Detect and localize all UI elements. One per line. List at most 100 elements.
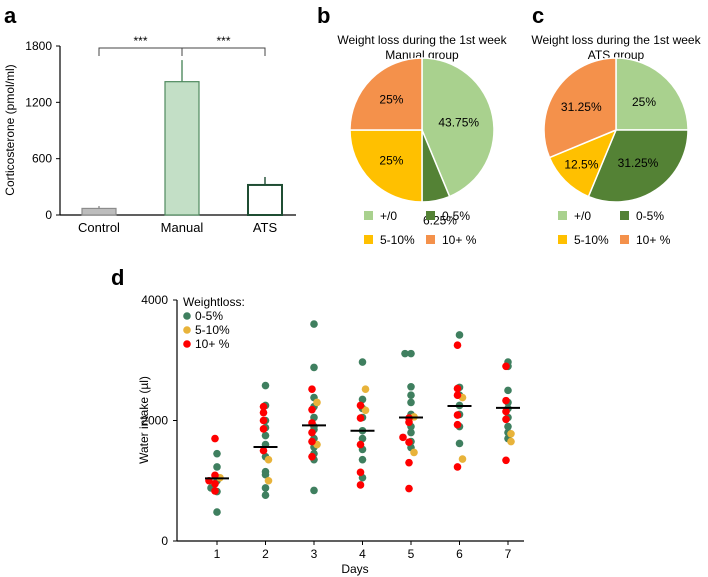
- x-tick-label-control: Control: [78, 220, 120, 235]
- data-point-10: [308, 452, 316, 461]
- slice-value-label: 31.25%: [618, 156, 659, 170]
- legend-marker: [183, 340, 191, 348]
- data-point-10: [211, 487, 219, 495]
- significance-bracket-2: [181, 47, 266, 56]
- data-point-10: [453, 391, 462, 399]
- x-axis-label: Days: [341, 562, 368, 576]
- data-point-10: [453, 420, 462, 429]
- data-point-5-10: [507, 437, 515, 446]
- data-point-0-5: [455, 439, 464, 448]
- panel-label-a: a: [4, 3, 17, 28]
- data-point-10: [453, 411, 462, 419]
- data-point-0-5: [310, 320, 318, 328]
- legend-swatch: [426, 211, 435, 220]
- slice-value-label: 12.5%: [564, 158, 598, 172]
- pie-c-subtitle: ATS group: [588, 48, 645, 62]
- data-point-0-5: [261, 491, 270, 500]
- data-point-10: [259, 446, 268, 455]
- x-tick-label: 1: [214, 547, 221, 561]
- data-point-10: [211, 479, 219, 488]
- data-point-0-5: [358, 395, 367, 404]
- y-tick-label: 1200: [25, 95, 52, 109]
- data-point-5-10: [507, 429, 515, 438]
- x-tick-label-manual: Manual: [161, 220, 204, 235]
- data-point-0-5: [261, 431, 270, 440]
- significance-label-2: ***: [216, 34, 230, 48]
- pie-b-subtitle: Manual group: [385, 48, 459, 62]
- data-point-10: [453, 341, 462, 349]
- pie-slice-0-5: [587, 129, 689, 203]
- data-point-10: [453, 463, 462, 471]
- pie-chart-manual: Weight loss during the 1st week Manual g…: [337, 33, 507, 247]
- slice-value-label: 31.25%: [561, 100, 602, 114]
- data-point-10: [259, 416, 268, 425]
- panel-label-c: c: [532, 3, 544, 28]
- data-point-0-5: [407, 382, 415, 391]
- legend-label: +/0: [574, 209, 591, 223]
- data-point-10: [502, 407, 510, 416]
- legend-label: +/0: [380, 209, 397, 223]
- legend-marker: [183, 312, 191, 320]
- data-point-0-5: [261, 467, 270, 476]
- pie-slice-10: [543, 57, 617, 159]
- data-point-10: [308, 405, 316, 414]
- legend-label: 0-5%: [195, 309, 223, 323]
- panel-label-d: d: [111, 265, 124, 290]
- y-tick-label: 0: [45, 208, 52, 222]
- legend-swatch: [364, 211, 373, 220]
- bar-ats: [247, 183, 283, 216]
- legend-label: 0-5%: [442, 209, 470, 223]
- legend-label: 10+ %: [442, 233, 477, 247]
- x-tick-label: 6: [456, 547, 463, 561]
- bar-control: [81, 207, 117, 216]
- data-point-10: [259, 425, 268, 433]
- data-point-10: [356, 401, 365, 410]
- data-point-0-5: [310, 486, 318, 495]
- pie-b-title: Weight loss during the 1st week: [337, 33, 507, 47]
- bar-manual: [164, 81, 200, 216]
- data-point-5-10: [313, 398, 321, 407]
- y-tick-label: 600: [32, 152, 52, 166]
- data-point-10: [405, 458, 413, 467]
- data-point-5-10: [264, 476, 273, 485]
- data-point-10: [308, 385, 316, 393]
- y-tick-label: 4000: [141, 293, 168, 307]
- data-point-0-5: [213, 463, 221, 471]
- data-point-5-10: [264, 455, 273, 464]
- data-point-5-10: [458, 455, 467, 463]
- data-point-10: [211, 471, 219, 480]
- data-point-0-5: [504, 386, 512, 395]
- data-point-0-5: [455, 331, 464, 339]
- bar-chart-corticosterone: Corticosterone (pmol/ml) 0 600 1200 1800 Co…: [3, 34, 296, 235]
- x-tick-label: 3: [311, 547, 318, 561]
- data-point-0-5: [407, 398, 415, 407]
- y-tick-label: 1800: [25, 39, 52, 53]
- scatter-water-intake: Water intake (µl) Days 0 2000 4000 1 2 3 4 5 6 7…: [137, 293, 524, 576]
- data-point-10: [502, 415, 510, 424]
- data-point-10: [399, 433, 407, 442]
- legend-title: Weightloss:: [183, 295, 245, 309]
- x-tick-label-ats: ATS: [253, 220, 278, 235]
- data-point-5-10: [410, 448, 418, 457]
- legend-swatch: [558, 235, 567, 244]
- legend-label: 5-10%: [574, 233, 609, 247]
- legend-marker: [183, 326, 191, 334]
- legend-swatch: [620, 235, 629, 244]
- legend-swatch: [364, 235, 373, 244]
- legend-swatch: [558, 211, 567, 220]
- y-axis-label: Corticosterone (pmol/ml): [3, 64, 17, 195]
- pie-slice-10: [349, 57, 423, 131]
- y-tick-label: 0: [161, 534, 168, 548]
- x-tick-label: 2: [262, 547, 269, 561]
- data-point-10: [259, 402, 268, 411]
- data-point-10: [308, 428, 316, 437]
- data-point-10: [502, 362, 510, 371]
- data-point-0-5: [407, 391, 415, 399]
- slice-value-label: 25%: [379, 92, 403, 106]
- legend-label: 10+ %: [195, 337, 230, 351]
- data-point-10: [211, 434, 219, 443]
- data-point-0-5: [213, 449, 221, 458]
- data-point-0-5: [504, 422, 512, 431]
- slice-value-label: 25%: [632, 95, 656, 109]
